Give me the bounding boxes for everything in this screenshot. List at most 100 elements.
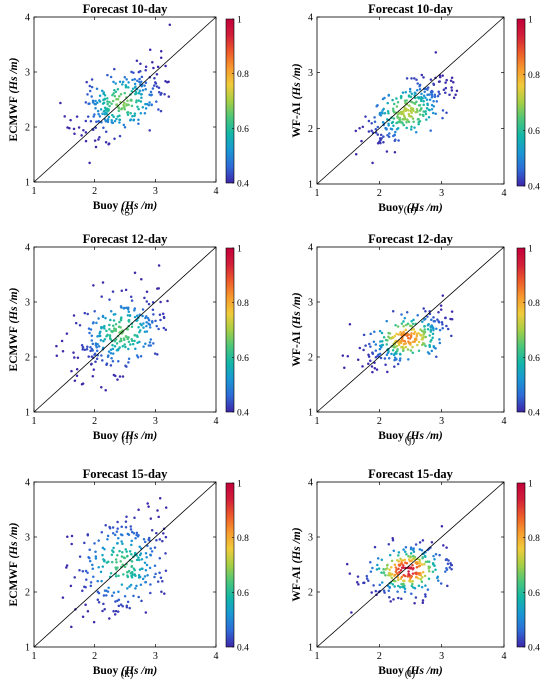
scatter-point xyxy=(146,573,149,577)
scatter-point xyxy=(427,577,431,581)
scatter-point xyxy=(117,109,121,113)
scatter-point xyxy=(94,360,97,364)
scatter-point xyxy=(132,532,136,535)
scatter-point xyxy=(126,570,129,574)
scatter-point xyxy=(126,99,129,102)
scatter-point xyxy=(415,100,418,104)
scatter-point xyxy=(105,112,108,116)
scatter-point xyxy=(72,314,76,317)
scatter-point xyxy=(418,85,421,88)
scatter-point xyxy=(84,131,88,134)
scatter-point xyxy=(444,316,447,320)
scatter-point xyxy=(412,318,415,322)
scatter-point xyxy=(404,546,408,549)
scatter-point xyxy=(420,329,424,333)
scatter-point xyxy=(392,345,396,348)
scatter-point xyxy=(442,88,446,92)
scatter-point xyxy=(422,307,425,310)
scatter-point xyxy=(109,318,112,322)
scatter-point xyxy=(437,321,441,324)
scatter-point xyxy=(142,537,146,541)
scatter-point xyxy=(106,73,109,77)
scatter-point xyxy=(386,101,389,105)
scatter-point xyxy=(427,570,431,573)
scatter-point xyxy=(436,318,439,321)
scatter-point xyxy=(369,359,372,362)
scatter-point xyxy=(395,344,398,348)
scatter-point xyxy=(153,77,156,80)
scatter-point xyxy=(424,112,428,116)
scatter-point xyxy=(97,317,100,320)
scatter-point xyxy=(419,577,423,581)
scatter-point xyxy=(73,379,77,382)
scatter-point xyxy=(413,557,416,560)
scatter-point xyxy=(381,112,384,115)
scatter-point xyxy=(375,568,379,571)
scatter-point xyxy=(150,528,154,532)
scatter-point xyxy=(424,335,428,339)
scatter-point xyxy=(122,307,126,310)
reference-line xyxy=(316,246,505,413)
scatter-point xyxy=(99,570,103,574)
scatter-point xyxy=(372,340,376,343)
scatter-point xyxy=(130,552,133,556)
scatter-point xyxy=(385,567,389,570)
scatter-point xyxy=(126,574,129,577)
scatter-point xyxy=(361,125,365,129)
scatter-point xyxy=(394,566,398,569)
scatter-point xyxy=(410,592,413,596)
scatter-point xyxy=(409,128,413,131)
colorbar-tick-label: 0.4 xyxy=(237,644,249,654)
scatter-point xyxy=(418,562,422,565)
x-tick-label: 1 xyxy=(32,186,37,197)
scatter-point xyxy=(97,120,101,123)
scatter-point xyxy=(117,574,120,577)
scatter-point xyxy=(393,334,397,338)
scatter-point xyxy=(401,91,405,94)
scatter-point xyxy=(452,81,455,84)
scatter-point xyxy=(145,102,149,106)
reference-line xyxy=(33,246,217,413)
scatter-point xyxy=(84,586,87,589)
scatter-point xyxy=(98,94,102,98)
scatter-point xyxy=(135,354,139,357)
scatter-point xyxy=(402,324,405,328)
scatter-point xyxy=(367,130,371,133)
scatter-point xyxy=(420,73,424,77)
scatter-point xyxy=(137,325,140,329)
scatter-point xyxy=(164,506,168,509)
scatter-point xyxy=(99,330,102,334)
scatter-point xyxy=(123,126,127,129)
scatter-point xyxy=(409,95,413,99)
colorbar-tick-label: 0.6 xyxy=(237,125,249,135)
scatter-point xyxy=(158,556,162,560)
scatter-point xyxy=(161,580,164,583)
scatter-point xyxy=(109,364,113,367)
x-tick-label: 3 xyxy=(153,416,158,427)
scatter-point xyxy=(403,590,407,593)
y-tick-label: 2 xyxy=(308,124,313,135)
scatter-point xyxy=(133,112,137,115)
scatter-point xyxy=(426,315,429,318)
x-tick-label: 2 xyxy=(377,651,382,662)
scatter-point xyxy=(155,100,158,103)
scatter-point xyxy=(107,350,111,353)
scatter-point xyxy=(399,357,402,360)
scatter-point xyxy=(414,92,417,95)
scatter-point xyxy=(94,106,97,110)
scatter-point xyxy=(104,316,107,320)
scatter-point xyxy=(99,108,103,111)
scatter-point xyxy=(410,111,413,115)
scatter-point xyxy=(155,85,159,88)
scatter-point xyxy=(119,318,123,322)
scatter-point xyxy=(120,540,123,543)
scatter-point xyxy=(355,581,359,584)
y-tick-label: 2 xyxy=(308,353,313,364)
colorbar-tick-label: 1 xyxy=(528,245,533,255)
scatter-point xyxy=(148,93,151,96)
scatter-point xyxy=(430,349,434,353)
scatter-point xyxy=(120,289,124,293)
scatter-point xyxy=(132,71,135,75)
colorbar-tick-label: 1 xyxy=(237,245,242,255)
